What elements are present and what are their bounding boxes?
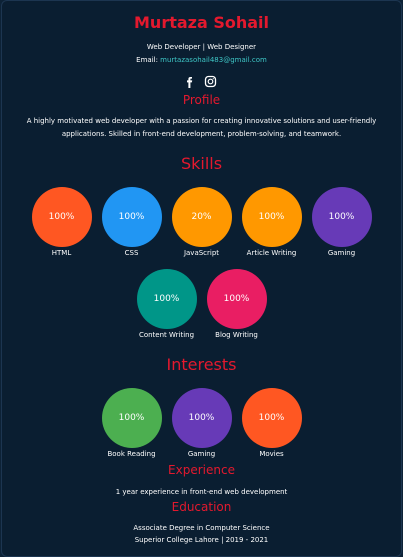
item-label: HTML: [51, 249, 72, 257]
item-label: Gaming: [187, 450, 216, 458]
item-circle: 100%: [101, 187, 162, 247]
experience-text: 1 year experience in front-end web devel…: [115, 488, 288, 496]
section-title: Interests: [166, 355, 237, 374]
section-title: Skills: [180, 154, 223, 173]
item-circle: 100%: [136, 269, 197, 329]
item-circle: 100%: [101, 388, 162, 448]
section-title: Education: [171, 500, 232, 514]
section-title: Experience: [168, 463, 235, 477]
item-label: Gaming: [327, 249, 356, 257]
icons: [186, 75, 216, 88]
item-circle: 100%: [171, 388, 232, 448]
item-circle: 100%: [311, 187, 372, 247]
item-circle: 100%: [241, 388, 302, 448]
email-label: Email:: [136, 56, 158, 64]
social-icons: [2, 74, 401, 88]
item-label: Movies: [259, 450, 284, 458]
education-text: Associate Degree in Computer Science: [133, 524, 270, 532]
role: Web Developer | Web Designer: [146, 43, 257, 51]
item-label: Book Reading: [107, 450, 156, 458]
item-label: CSS: [124, 249, 139, 257]
item-label: JavaScript: [183, 249, 220, 257]
email-line: Email: murtazasohail483@gmail.com: [2, 56, 401, 64]
facebook-icon[interactable]: [186, 77, 192, 88]
item-circle: 100%: [31, 187, 92, 247]
email-link[interactable]: murtazasohail483@gmail.com: [160, 56, 267, 64]
item-label: Blog Writing: [215, 331, 258, 339]
name: Murtaza Sohail: [134, 13, 269, 32]
item-circle: 100%: [241, 187, 302, 247]
profile-text: A highly motivated web developer with a …: [26, 117, 377, 125]
education-text: Superior College Lahore | 2019 - 2021: [134, 536, 269, 544]
item-label: Article Writing: [246, 249, 297, 257]
item-circle: 100%: [206, 269, 267, 329]
instagram-icon[interactable]: [204, 75, 216, 88]
item-label: Content Writing: [138, 331, 195, 339]
item-circle: 20%: [171, 187, 232, 247]
section-title: Profile: [182, 93, 221, 107]
profile-text: applications. Skilled in front-end devel…: [61, 130, 342, 138]
